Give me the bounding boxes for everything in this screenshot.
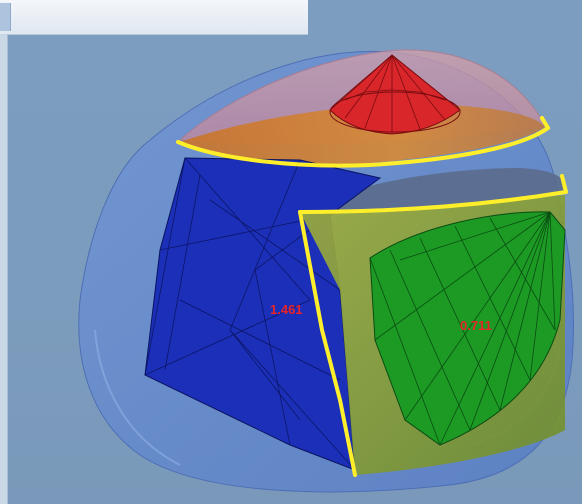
red-brilliant-stone[interactable]	[329, 54, 461, 135]
viewport-left-border	[0, 34, 8, 504]
toolbar-tab[interactable]	[0, 3, 11, 31]
green-brilliant-stone[interactable]	[369, 211, 566, 446]
toolbar-strip	[0, 0, 308, 35]
green-stone-weight-label: 0.711	[460, 318, 492, 333]
middle-cut-plane	[300, 168, 566, 215]
cut-plane-outlines	[176, 116, 568, 477]
blue-stone-weight-label: 1.461	[270, 302, 303, 317]
